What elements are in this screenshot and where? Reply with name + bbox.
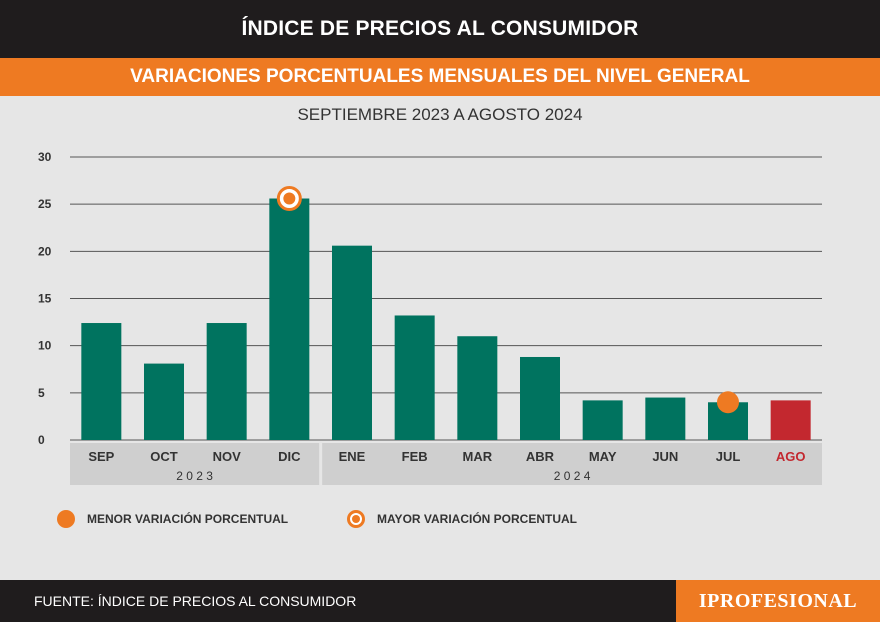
max-marker-icon bbox=[347, 510, 365, 528]
min-marker-icon bbox=[57, 510, 75, 528]
max-marker-dot bbox=[283, 192, 296, 205]
category-label: DIC bbox=[278, 449, 301, 464]
category-label: JUL bbox=[716, 449, 741, 464]
year-band bbox=[70, 443, 320, 485]
bar-oct bbox=[144, 363, 184, 440]
category-label: ABR bbox=[526, 449, 555, 464]
category-label: MAR bbox=[463, 449, 493, 464]
bar-may bbox=[582, 400, 623, 440]
y-tick-label: 20 bbox=[38, 244, 52, 258]
category-label: MAY bbox=[589, 449, 617, 464]
bar-chart: 0 5 10 15 20 25 30 2 0 2 3 2 0 2 4 SEP OCT NOV DIC EN… bbox=[38, 150, 822, 485]
y-tick-label: 0 bbox=[38, 433, 45, 447]
category-label: JUN bbox=[652, 449, 678, 464]
year-band bbox=[322, 443, 822, 485]
year-label: 2 0 2 3 bbox=[176, 469, 213, 483]
legend-max: MAYOR VARIACIÓN PORCENTUAL bbox=[347, 510, 577, 528]
category-label: FEB bbox=[402, 449, 428, 464]
legend-min-label: MENOR VARIACIÓN PORCENTUAL bbox=[87, 512, 289, 526]
bar-sep bbox=[81, 323, 122, 440]
y-tick-label: 30 bbox=[38, 150, 52, 164]
bar-feb bbox=[394, 315, 435, 440]
bar-abr bbox=[520, 356, 560, 440]
bar-jun bbox=[645, 397, 686, 440]
category-label: AGO bbox=[776, 449, 806, 464]
year-label: 2 0 2 4 bbox=[554, 469, 591, 483]
category-label: ENE bbox=[339, 449, 366, 464]
bar-mar bbox=[457, 336, 498, 440]
bar-nov bbox=[206, 323, 247, 440]
category-label: OCT bbox=[150, 449, 178, 464]
footer: FUENTE: ÍNDICE DE PRECIOS AL CONSUMIDOR … bbox=[0, 580, 880, 622]
category-label: NOV bbox=[213, 449, 242, 464]
bar-ago bbox=[770, 400, 811, 440]
y-tick-label: 10 bbox=[38, 339, 52, 353]
source-note: FUENTE: ÍNDICE DE PRECIOS AL CONSUMIDOR bbox=[34, 593, 357, 609]
bar-ene bbox=[332, 245, 372, 440]
bar-dic bbox=[269, 198, 310, 440]
min-marker bbox=[717, 391, 739, 414]
chart-subtitle: VARIACIONES PORCENTUALES MENSUALES DEL N… bbox=[0, 58, 880, 96]
category-label: SEP bbox=[88, 449, 114, 464]
chart-period: SEPTIEMBRE 2023 A AGOSTO 2024 bbox=[297, 105, 583, 124]
y-tick-label: 5 bbox=[38, 386, 45, 400]
y-tick-label: 15 bbox=[38, 292, 52, 306]
legend-min: MENOR VARIACIÓN PORCENTUAL bbox=[57, 510, 288, 528]
y-tick-label: 25 bbox=[38, 197, 52, 211]
legend-max-label: MAYOR VARIACIÓN PORCENTUAL bbox=[377, 512, 578, 526]
brand-logo: IPROFESIONAL bbox=[676, 580, 880, 622]
chart-title: ÍNDICE DE PRECIOS AL CONSUMIDOR bbox=[0, 0, 880, 58]
